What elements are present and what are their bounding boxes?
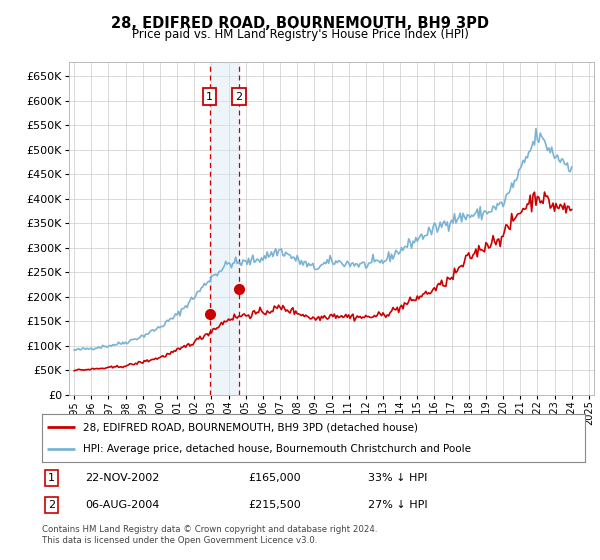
Text: £215,500: £215,500 [248,500,301,510]
Text: Contains HM Land Registry data © Crown copyright and database right 2024.
This d: Contains HM Land Registry data © Crown c… [42,525,377,545]
Text: £165,000: £165,000 [248,473,301,483]
Text: HPI: Average price, detached house, Bournemouth Christchurch and Poole: HPI: Average price, detached house, Bour… [83,444,471,454]
Text: 1: 1 [48,473,55,483]
Text: 28, EDIFRED ROAD, BOURNEMOUTH, BH9 3PD (detached house): 28, EDIFRED ROAD, BOURNEMOUTH, BH9 3PD (… [83,422,418,432]
Bar [209,62,239,395]
Text: Price paid vs. HM Land Registry's House Price Index (HPI): Price paid vs. HM Land Registry's House … [131,28,469,41]
Text: 1: 1 [206,92,213,101]
Text: 22-NOV-2002: 22-NOV-2002 [85,473,160,483]
Text: 28, EDIFRED ROAD, BOURNEMOUTH, BH9 3PD: 28, EDIFRED ROAD, BOURNEMOUTH, BH9 3PD [111,16,489,31]
Text: 06-AUG-2004: 06-AUG-2004 [85,500,160,510]
Text: 2: 2 [235,92,242,101]
Text: 2: 2 [48,500,55,510]
Text: 27% ↓ HPI: 27% ↓ HPI [368,500,427,510]
Text: 33% ↓ HPI: 33% ↓ HPI [368,473,427,483]
